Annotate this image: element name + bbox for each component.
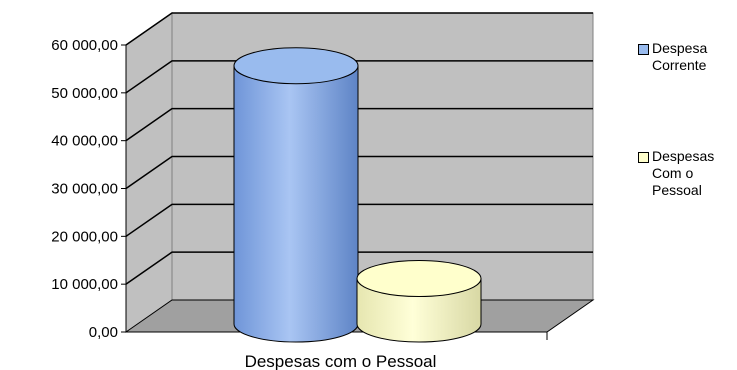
gridline bbox=[125, 107, 593, 142]
legend-swatch-despesas-com-o-pessoal bbox=[638, 152, 649, 163]
bar-despesas-com-o-pessoal-top bbox=[356, 260, 482, 298]
gridline bbox=[125, 60, 593, 94]
legend-label-despesas-com-o-pessoal: Despesas Com o Pessoal bbox=[652, 148, 715, 198]
legend-swatch-despesa-corrente bbox=[638, 44, 649, 55]
chart-gridlines bbox=[125, 12, 593, 285]
gridline bbox=[125, 155, 593, 190]
y-tick-label: 30 000,00 bbox=[51, 181, 118, 198]
y-tick-label: 20 000,00 bbox=[51, 228, 118, 245]
x-category-label: Despesas com o Pessoal bbox=[245, 352, 437, 370]
bar-despesa-corrente bbox=[233, 47, 359, 343]
y-tick-label: 60 000,00 bbox=[51, 37, 118, 54]
legend-item-despesa-corrente: Despesa Corrente bbox=[638, 40, 736, 74]
y-tick-label: 10 000,00 bbox=[51, 276, 118, 293]
y-tick-label: 40 000,00 bbox=[51, 133, 118, 150]
chart-labels: 0,00 10 000,00 20 000,00 30 000,00 40 000,00… bbox=[51, 37, 436, 370]
bar-despesas-com-o-pessoal bbox=[356, 260, 482, 343]
legend-label-despesa-corrente: Despesa Corrente bbox=[652, 40, 708, 73]
bar-despesa-corrente-top bbox=[233, 47, 359, 85]
y-tick-label: 50 000,00 bbox=[51, 85, 118, 102]
bar-despesa-corrente-body bbox=[233, 65, 359, 343]
gridline bbox=[125, 251, 593, 285]
gridline bbox=[125, 203, 593, 237]
chart-bars bbox=[233, 47, 482, 343]
gridline bbox=[125, 12, 593, 46]
legend-item-despesas-com-o-pessoal: Despesas Com o Pessoal bbox=[638, 148, 736, 199]
y-tick-label: 0,00 bbox=[89, 324, 118, 341]
